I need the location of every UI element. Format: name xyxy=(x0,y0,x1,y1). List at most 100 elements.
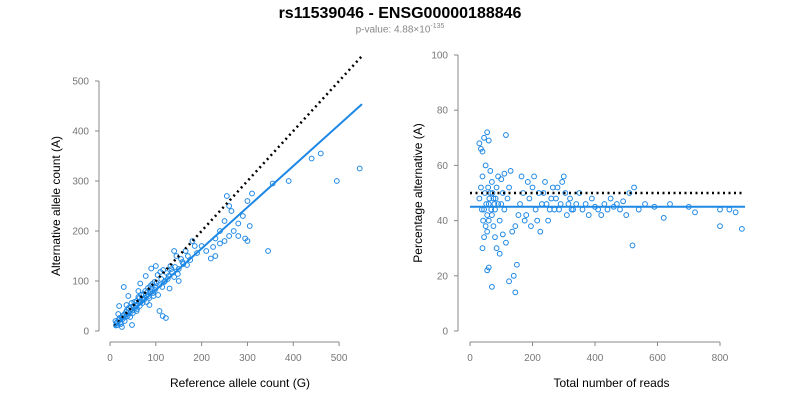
data-point xyxy=(239,213,246,219)
x-tick-label: 0 xyxy=(107,353,113,364)
data-point xyxy=(557,201,564,207)
data-point xyxy=(523,212,530,218)
data-point xyxy=(235,220,242,227)
data-point xyxy=(532,206,539,213)
data-point xyxy=(203,248,210,254)
data-point xyxy=(517,201,523,207)
data-point xyxy=(490,195,497,202)
data-point xyxy=(631,184,637,191)
data-point xyxy=(285,178,292,184)
data-point xyxy=(738,225,745,232)
data-point xyxy=(226,233,233,239)
data-point xyxy=(585,212,592,218)
data-point xyxy=(496,217,503,224)
y-axis-label: Alternative allele count (A) xyxy=(49,136,63,276)
x-tick-label: 200 xyxy=(193,353,210,364)
data-point xyxy=(579,206,586,213)
subtitle-base: 10 xyxy=(419,24,431,36)
data-point xyxy=(545,217,552,224)
x-tick-label: 200 xyxy=(524,353,541,364)
data-point xyxy=(191,243,198,249)
data-point xyxy=(145,285,151,291)
data-point xyxy=(495,173,502,180)
data-point xyxy=(226,203,233,209)
data-point xyxy=(125,293,132,299)
x-tick-label: 300 xyxy=(239,353,256,364)
data-point xyxy=(171,248,178,254)
data-point xyxy=(125,305,132,311)
data-point xyxy=(595,206,602,213)
fit-line xyxy=(113,103,363,328)
data-point xyxy=(601,201,608,207)
data-point xyxy=(620,198,627,205)
data-point xyxy=(135,288,142,294)
data-point xyxy=(189,238,196,244)
y-tick-label: 100 xyxy=(72,277,89,288)
data-point xyxy=(503,132,509,138)
data-point xyxy=(556,206,562,213)
panel-percentage-alternative: 0 200 400 600 800 0 20 40 60 80 100 Total number of… xyxy=(411,51,745,390)
data-point xyxy=(635,206,642,213)
data-point xyxy=(156,308,163,314)
data-point xyxy=(501,170,508,177)
y-tick-label: 0 xyxy=(442,327,448,338)
data-point xyxy=(524,179,531,185)
data-point xyxy=(480,217,487,224)
x-tick-label: 400 xyxy=(285,353,302,364)
data-point xyxy=(488,283,495,290)
data-point xyxy=(488,212,495,218)
data-point xyxy=(142,273,149,279)
data-point xyxy=(164,276,171,282)
data-point xyxy=(479,148,486,155)
data-point xyxy=(221,238,228,244)
data-point xyxy=(501,206,508,213)
data-point xyxy=(478,184,484,191)
data-point xyxy=(489,190,496,196)
data-point xyxy=(512,223,519,230)
data-point xyxy=(246,223,253,229)
data-point xyxy=(642,201,648,207)
y-tick-label: 20 xyxy=(437,271,449,282)
data-point xyxy=(563,212,570,218)
data-point xyxy=(212,253,219,259)
data-point xyxy=(560,173,567,180)
data-point xyxy=(228,208,235,214)
data-point xyxy=(509,228,516,235)
data-point xyxy=(490,223,497,230)
data-point xyxy=(221,218,228,224)
data-point xyxy=(604,206,611,213)
data-point xyxy=(542,179,548,185)
y-tick-label: 200 xyxy=(72,227,89,238)
data-point xyxy=(582,201,589,207)
chart-title: rs11539046 - ENSG00000188846 xyxy=(278,5,522,22)
data-point xyxy=(537,228,544,235)
data-point xyxy=(567,195,573,202)
data-point xyxy=(499,190,506,196)
data-point xyxy=(528,223,534,230)
data-point xyxy=(194,250,200,256)
data-point xyxy=(485,264,492,271)
data-point xyxy=(496,250,503,257)
data-point xyxy=(626,190,633,196)
data-point xyxy=(492,195,499,202)
data-point xyxy=(484,212,491,218)
x-tick-label: 500 xyxy=(331,353,348,364)
reference-line xyxy=(113,55,363,327)
data-point xyxy=(486,195,493,202)
data-point xyxy=(553,195,559,202)
data-point xyxy=(506,278,512,285)
data-point xyxy=(506,184,512,191)
y-tick-label: 60 xyxy=(437,161,449,172)
data-point xyxy=(538,201,545,207)
data-point xyxy=(143,299,150,305)
data-point xyxy=(235,233,242,239)
y-tick-label: 100 xyxy=(431,51,448,62)
data-point xyxy=(543,201,550,207)
data-point xyxy=(493,245,500,252)
data-point xyxy=(162,315,169,321)
data-point xyxy=(518,173,525,180)
subtitle-mantissa: 4.88 xyxy=(393,24,414,36)
data-point xyxy=(546,206,553,213)
data-point xyxy=(559,179,566,185)
